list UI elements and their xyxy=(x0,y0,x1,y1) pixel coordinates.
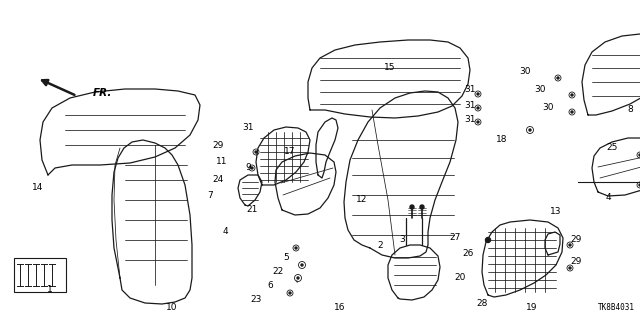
Text: 19: 19 xyxy=(526,303,538,313)
Text: TK8B4031: TK8B4031 xyxy=(598,303,635,312)
Text: 12: 12 xyxy=(356,196,368,204)
Text: 15: 15 xyxy=(384,63,396,73)
Text: 5: 5 xyxy=(283,253,289,262)
Circle shape xyxy=(569,244,571,246)
Text: 13: 13 xyxy=(550,207,562,217)
Text: 4: 4 xyxy=(222,228,228,236)
Text: 23: 23 xyxy=(250,295,262,305)
Text: 4: 4 xyxy=(605,194,611,203)
Circle shape xyxy=(571,94,573,96)
Text: 10: 10 xyxy=(166,303,178,313)
Text: FR.: FR. xyxy=(93,88,113,98)
Text: 28: 28 xyxy=(476,300,488,308)
Text: 30: 30 xyxy=(519,68,531,76)
Text: 20: 20 xyxy=(454,274,466,283)
Text: 24: 24 xyxy=(212,175,223,185)
Text: 30: 30 xyxy=(534,85,546,94)
Text: 31: 31 xyxy=(464,101,476,110)
Text: 14: 14 xyxy=(32,183,44,193)
Text: 11: 11 xyxy=(216,157,228,166)
Text: 21: 21 xyxy=(246,205,258,214)
Text: 31: 31 xyxy=(464,85,476,94)
Text: 9: 9 xyxy=(245,164,251,172)
Circle shape xyxy=(301,264,303,266)
Circle shape xyxy=(289,292,291,294)
Text: 27: 27 xyxy=(449,234,461,243)
Text: 2: 2 xyxy=(377,242,383,251)
Text: 29: 29 xyxy=(212,140,224,149)
Text: 16: 16 xyxy=(334,303,346,313)
Circle shape xyxy=(251,167,253,169)
Circle shape xyxy=(297,277,299,279)
Circle shape xyxy=(571,111,573,113)
Circle shape xyxy=(255,151,257,153)
Circle shape xyxy=(295,247,297,249)
Circle shape xyxy=(557,77,559,79)
Text: 31: 31 xyxy=(243,124,253,132)
Text: 18: 18 xyxy=(496,135,508,145)
Text: 25: 25 xyxy=(606,143,618,153)
Circle shape xyxy=(639,154,640,156)
Text: 6: 6 xyxy=(267,282,273,291)
Text: 3: 3 xyxy=(399,236,405,244)
Text: 29: 29 xyxy=(570,236,582,244)
Circle shape xyxy=(529,129,531,131)
Text: 22: 22 xyxy=(273,268,284,276)
Circle shape xyxy=(569,267,571,269)
Text: 30: 30 xyxy=(542,103,554,113)
Circle shape xyxy=(477,93,479,95)
Circle shape xyxy=(477,107,479,109)
Text: 8: 8 xyxy=(627,106,633,115)
Circle shape xyxy=(420,205,424,209)
Circle shape xyxy=(410,205,414,209)
Text: 1: 1 xyxy=(47,285,53,294)
Text: 31: 31 xyxy=(464,116,476,124)
Bar xyxy=(14,258,66,292)
Circle shape xyxy=(486,237,490,243)
Text: 17: 17 xyxy=(284,148,296,156)
Text: 29: 29 xyxy=(570,258,582,267)
Circle shape xyxy=(639,184,640,186)
Text: 7: 7 xyxy=(207,191,213,201)
Circle shape xyxy=(477,121,479,123)
Text: 26: 26 xyxy=(462,250,474,259)
